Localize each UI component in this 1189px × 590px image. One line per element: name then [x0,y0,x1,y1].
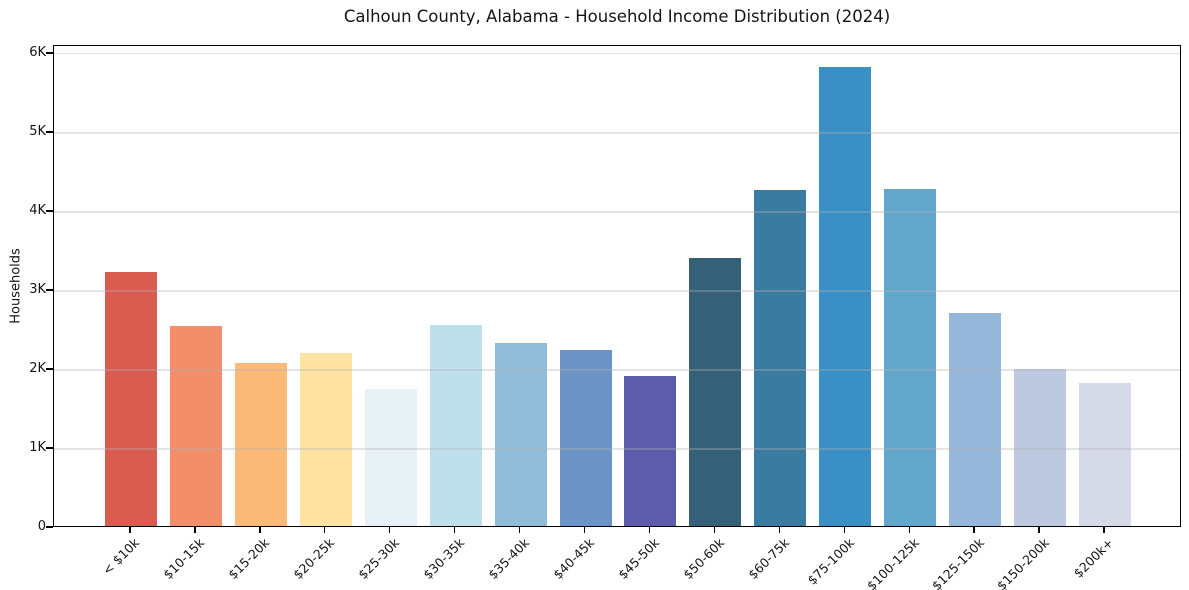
y-tick-mark [46,131,53,133]
y-tick-mark [46,210,53,212]
gridline-2K [54,369,1180,371]
x-tick-label: $40-45k [550,535,598,583]
bar-$40-45k [559,349,612,526]
x-tick-label: $45-50k [615,535,663,583]
x-tick-mark [1038,527,1040,533]
y-tick-mark [46,368,53,370]
x-tick-mark [908,527,910,533]
x-tick-label: $100-125k [863,535,922,590]
x-tick-mark [713,527,716,533]
x-tick-mark [518,527,521,533]
y-tick-mark [46,289,53,291]
gridline-3K [54,290,1180,292]
x-tick-label: $50-60k [679,535,728,583]
gridline-4K [54,211,1180,213]
x-tick-mark [259,527,261,533]
bar-$60-75k [754,190,807,526]
x-tick-label: $60-75k [744,535,792,583]
bar-$150-200k [1014,368,1067,526]
bar-$20-25k [299,352,352,526]
bar-$200k+ [1079,382,1131,526]
y-tick-mark [46,52,53,54]
x-tick-label: $150-200k [993,535,1052,590]
x-tick-mark [389,527,391,533]
plot-area [53,45,1181,527]
bar-< $10k [105,272,157,526]
chart-title: Calhoun County, Alabama - Household Inco… [343,7,891,26]
x-tick-label: $125-150k [928,535,987,590]
x-tick-label: $75-100k [804,535,857,588]
y-tick-label: 6K [29,44,46,60]
y-tick-label: 2K [29,360,46,376]
x-tick-label: $30-35k [420,535,468,583]
x-tick-mark [194,527,196,533]
bar-$35-40k [494,343,547,526]
x-tick-label: $20-25k [290,535,338,583]
y-tick-label: 4K [29,202,46,218]
x-tick-mark [324,527,326,533]
x-tick-label: $200k+ [1070,535,1117,581]
x-tick-label: $25-30k [355,535,403,583]
x-tick-mark [973,527,975,533]
x-tick-mark [778,527,780,533]
y-tick-label: 5K [29,123,46,139]
x-tick-label: $10-15k [160,535,208,583]
bar-$100-125k [884,189,937,526]
y-tick-mark [46,526,53,528]
x-tick-label: $35-40k [485,535,533,583]
x-tick-mark [583,527,586,533]
x-tick-label: < $10k [99,535,143,578]
x-tick-label: $15-20k [225,535,273,583]
y-tick-label: 3K [29,281,46,297]
bar-$15-20k [234,363,287,526]
bar-$10-15k [169,326,222,526]
gridline-1K [54,448,1180,450]
x-tick-mark [1103,527,1105,533]
bar-$125-150k [949,313,1002,526]
x-tick-mark [454,527,456,533]
x-tick-mark [843,527,845,533]
y-tick-label: 1K [29,439,46,455]
bar-$50-60k [689,258,742,526]
gridline-5K [54,132,1180,134]
bar-$45-50k [624,375,677,526]
x-tick-mark [129,527,131,533]
bar-$75-100k [819,66,872,526]
y-tick-label: 0 [37,519,46,534]
bar-$30-35k [429,325,482,526]
gridline-6K [54,53,1180,55]
x-tick-mark [648,527,651,533]
y-tick-mark [46,447,53,449]
bar-$25-30k [364,388,417,526]
